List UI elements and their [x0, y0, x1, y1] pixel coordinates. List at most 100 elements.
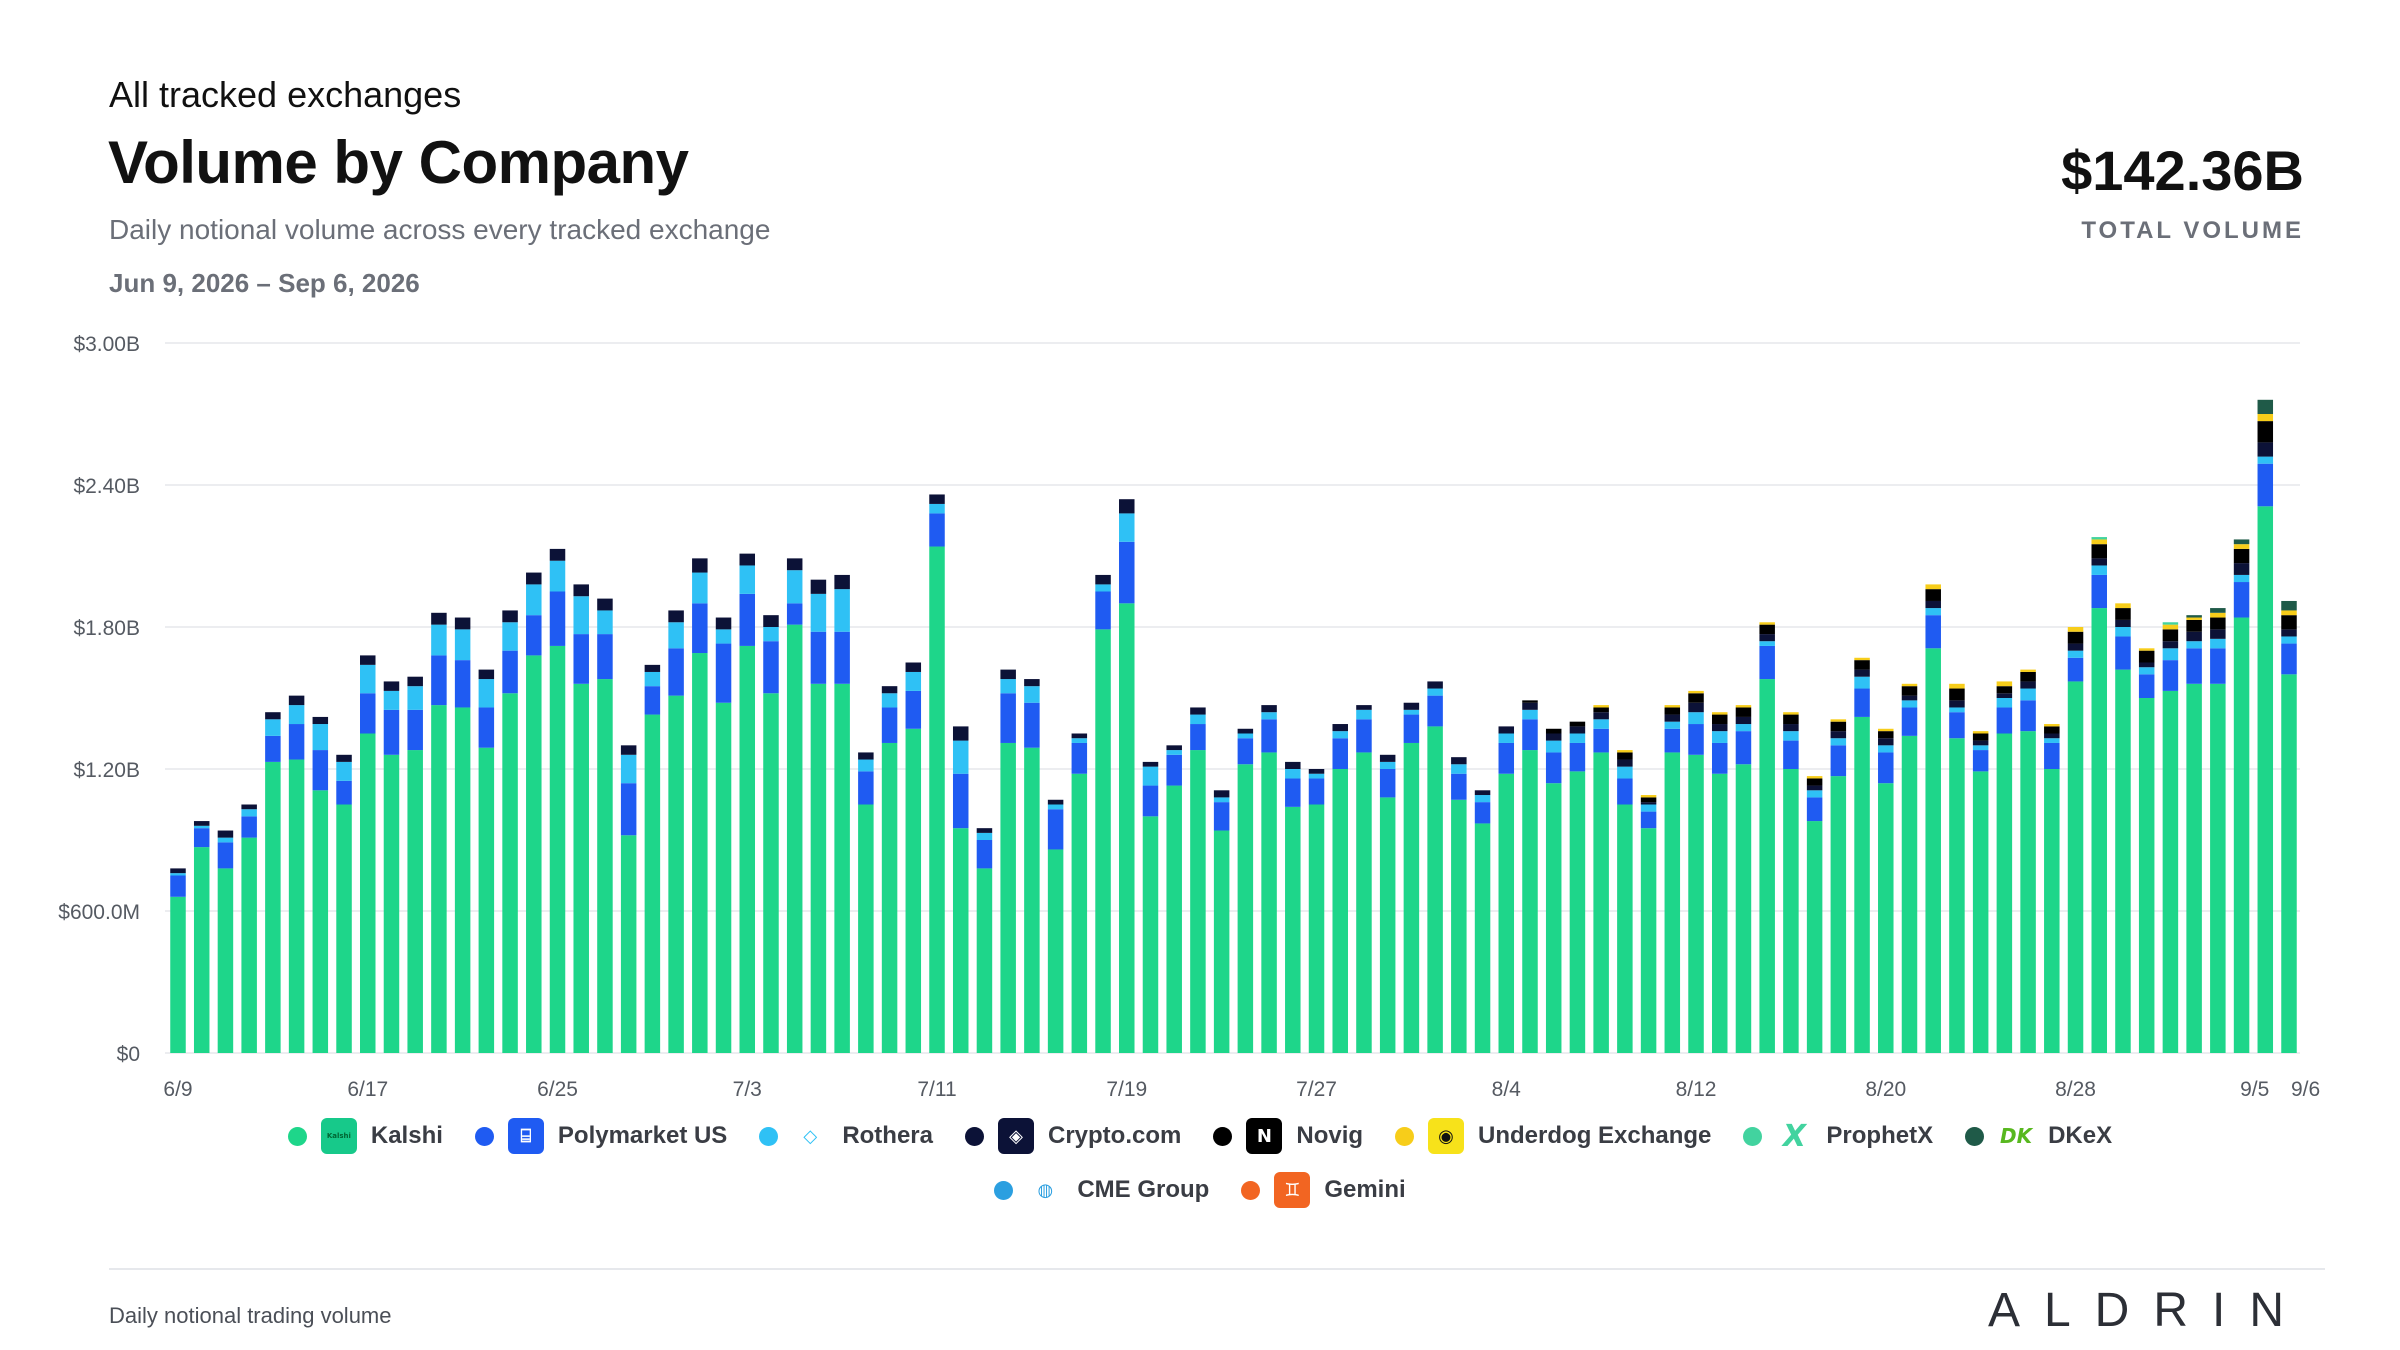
legend-label: Kalshi [370, 1122, 443, 1149]
bar-segment-crypto-com [858, 752, 874, 760]
bar-segment-polymarket-us [1688, 724, 1704, 755]
bar-segment-rothera [170, 873, 186, 876]
footer-divider [109, 1268, 2325, 1270]
date-range: Jun 9, 2026 – Sep 6, 2026 [109, 268, 420, 298]
bar-segment-kalshi [905, 728, 922, 1053]
bar-segment-polymarket-us [2138, 674, 2155, 698]
legend-item-rothera[interactable]: ◇ Rothera [759, 1118, 933, 1154]
bar-segment-underdog-exchange [1806, 776, 1823, 779]
bar-segment-crypto-com [1901, 695, 1918, 701]
bar-segment-kalshi [1166, 785, 1182, 1053]
bar-segment-kalshi [2186, 683, 2202, 1053]
legend-label: Crypto.com [1048, 1122, 1182, 1149]
bar-segment-polymarket-us [288, 724, 305, 760]
bar-segment-crypto-com [1545, 733, 1562, 741]
crypto-com-logo-icon: ◈ [998, 1118, 1034, 1154]
bar-segment-polymarket-us [1949, 712, 1965, 739]
bar-segment-novig [2210, 617, 2226, 630]
legend-item-prophetx[interactable]: X ProphetX [1743, 1118, 1933, 1154]
legend-item-crypto-com[interactable]: ◈ Crypto.com [965, 1118, 1181, 1154]
total-volume-value: $142.36B [2061, 139, 2304, 202]
bar-segment-polymarket-us [1806, 797, 1823, 822]
bar-segment-polymarket-us [265, 735, 281, 762]
legend-item-dkex[interactable]: DK DKeX [1965, 1118, 2112, 1154]
bar-segment-kalshi [1474, 823, 1491, 1053]
bar-segment-rothera [1000, 679, 1016, 694]
bar-segment-polymarket-us [1213, 802, 1230, 831]
bar-segment-kalshi [881, 742, 898, 1053]
bar-segment-crypto-com [1379, 754, 1396, 762]
bar-segment-kalshi [170, 896, 186, 1053]
legend-item-polymarket-us[interactable]: ⌸ Polymarket US [474, 1118, 728, 1154]
bar-segment-crypto-com [1356, 705, 1372, 710]
bar-segment-crypto-com [597, 598, 613, 611]
bar-segment-polymarket-us [834, 631, 850, 684]
legend-label: Gemini [1324, 1176, 1406, 1203]
bar-segment-rothera [1711, 731, 1728, 743]
bar-segment-rothera [431, 624, 447, 656]
bar-segment-kalshi [1972, 771, 1989, 1053]
y-tick-label: $2.40B [73, 475, 140, 498]
bar-segment-novig [2020, 671, 2036, 682]
bar-segment-novig [1759, 624, 1775, 635]
bar-segment-underdog-exchange [1783, 712, 1799, 715]
bar-segment-novig [1972, 733, 1989, 741]
bar-segment-novig [2186, 619, 2202, 632]
bar-segment-polymarket-us [312, 750, 329, 791]
bar-segment-polymarket-us [1498, 742, 1515, 774]
legend-swatch [1241, 1180, 1261, 1200]
bar-segment-rothera [2281, 636, 2297, 644]
novig-logo-icon: N [1246, 1118, 1283, 1154]
bar-segment-kalshi [1308, 804, 1325, 1053]
bar-segment-underdog-exchange [1830, 719, 1847, 722]
bar-segment-rothera [241, 809, 257, 817]
bar-segment-novig [2257, 421, 2274, 443]
legend-item-kalshi[interactable]: Kalshi Kalshi [287, 1118, 443, 1154]
bar-segment-rothera [881, 693, 898, 708]
bar-segment-underdog-exchange [2162, 624, 2179, 630]
bar-segment-polymarket-us [1190, 724, 1206, 751]
bar-segment-kalshi [1024, 747, 1040, 1053]
page-kicker: All tracked exchanges [109, 74, 462, 115]
bar-segment-polymarket-us [739, 593, 756, 646]
bar-segment-polymarket-us [241, 816, 257, 838]
bar-segment-rothera [858, 759, 874, 772]
bar-segment-crypto-com [454, 617, 471, 630]
x-tick-label: 6/9 [163, 1078, 192, 1100]
bar-segment-polymarket-us [1119, 541, 1135, 604]
bar-segment-kalshi [952, 828, 969, 1053]
bar-segment-rothera [1427, 688, 1443, 696]
bar-segment-rothera [692, 572, 708, 604]
bar-segment-rothera [1119, 513, 1135, 542]
legend-label: Polymarket US [557, 1122, 728, 1149]
bar-segment-crypto-com [1190, 707, 1206, 715]
bar-segment-polymarket-us [597, 634, 613, 680]
bar-segment-rothera [336, 761, 352, 781]
bar-segment-crypto-com [1806, 785, 1823, 791]
bar-segment-crypto-com [763, 615, 779, 627]
bar-segment-kalshi [1878, 783, 1894, 1053]
bar-segment-polymarket-us [668, 648, 684, 696]
bar-segment-kalshi [620, 835, 637, 1053]
bar-segment-polymarket-us [810, 631, 827, 684]
bar-segment-kalshi [1830, 776, 1847, 1053]
legend-label: Rothera [842, 1122, 933, 1149]
legend-item-cme-group[interactable]: ◍ CME Group [994, 1172, 1209, 1208]
bar-segment-underdog-exchange [1759, 622, 1775, 625]
bar-segment-kalshi [2091, 608, 2107, 1053]
bar-segment-kalshi [1047, 849, 1064, 1053]
bar-segment-kalshi [1617, 804, 1633, 1053]
bar-segment-underdog-exchange [1664, 705, 1681, 708]
bar-segment-crypto-com [2091, 558, 2107, 566]
bar-segment-rothera [1830, 738, 1847, 746]
legend-item-gemini[interactable]: ♊ Gemini [1241, 1172, 1406, 1208]
total-volume-label: TOTAL VOLUME [2081, 217, 2304, 244]
underdog-logo-icon: ◉ [1428, 1118, 1465, 1154]
legend-item-underdog-exchange[interactable]: ◉ Underdog Exchange [1395, 1118, 1711, 1154]
bar-segment-underdog-exchange [2257, 414, 2274, 422]
bar-segment-polymarket-us [360, 693, 376, 734]
bar-segment-novig [2044, 726, 2060, 734]
legend-item-novig[interactable]: N Novig [1213, 1118, 1363, 1154]
bar-segment-polymarket-us [2162, 660, 2179, 691]
dkex-logo-icon: DK [1998, 1118, 2035, 1154]
